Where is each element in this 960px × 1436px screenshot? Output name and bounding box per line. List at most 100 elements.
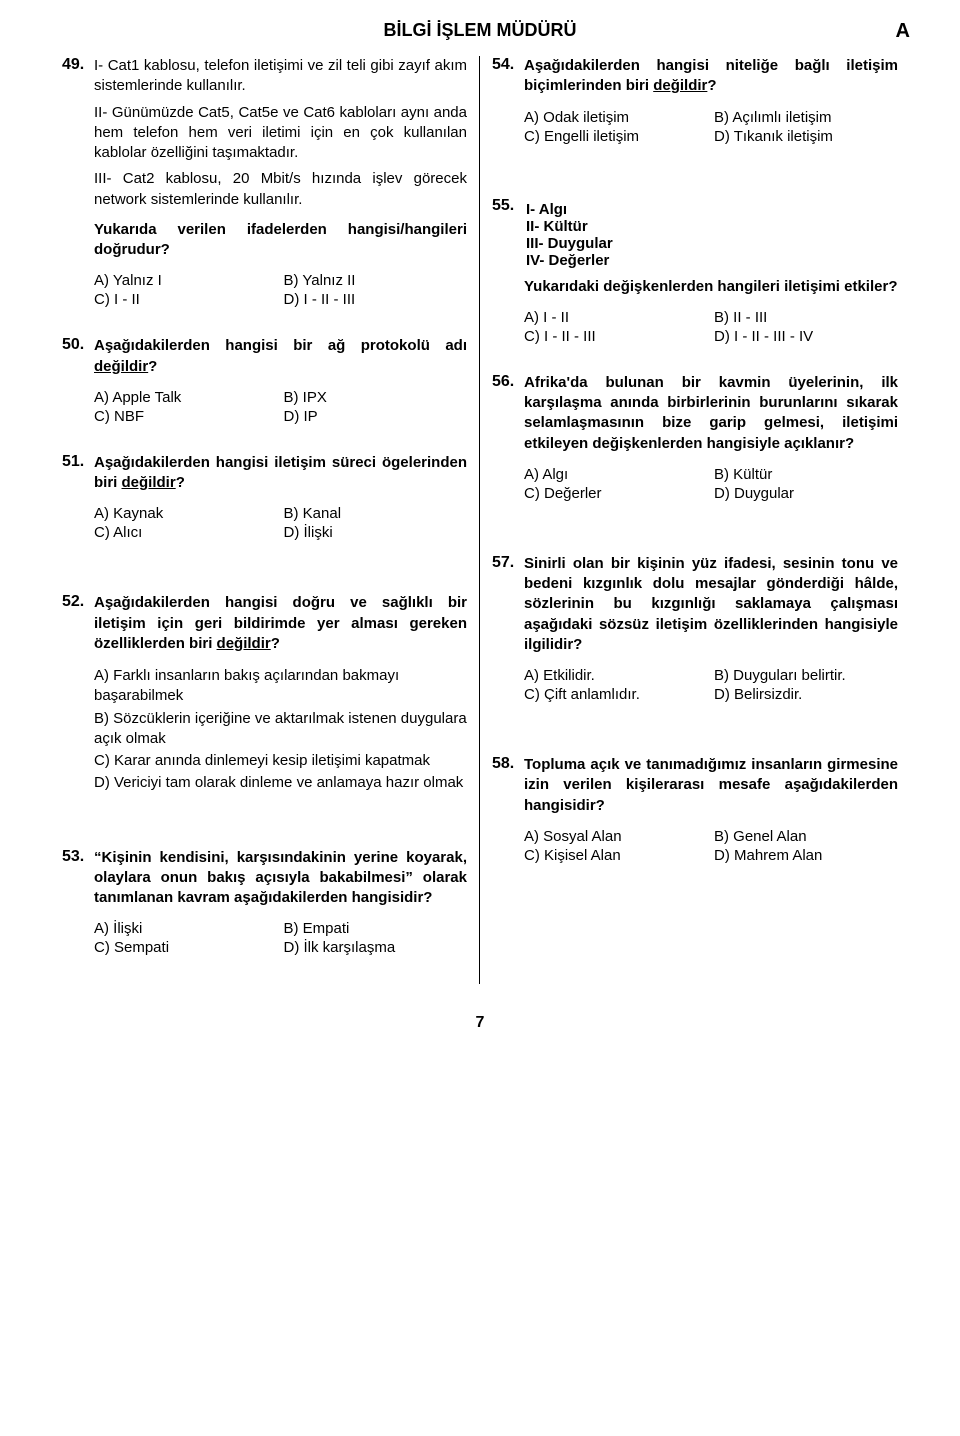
question-prompt: “Kişinin kendisini, karşısındakinin yeri… <box>94 848 467 909</box>
roman-4: IV- Değerler <box>526 252 898 269</box>
question-prompt: Yukarıdaki değişkenlerden hangileri ilet… <box>524 277 898 297</box>
option-b: B) Kültür <box>714 466 898 483</box>
option-b: B) IPX <box>284 389 468 406</box>
option-a: A) Apple Talk <box>94 389 278 406</box>
option-d: D) Tıkanık iletişim <box>714 128 898 145</box>
option-d: D) İlişki <box>284 524 468 541</box>
options: A) Kaynak B) Kanal C) Alıcı D) İlişki <box>94 505 467 541</box>
option-a: A) Yalnız I <box>94 272 278 289</box>
roman-1: I- Algı <box>526 201 898 218</box>
roman-2: II- Kültür <box>526 218 898 235</box>
question-50: 50. Aşağıdakilerden hangisi bir ağ proto… <box>62 336 467 425</box>
option-d: D) İlk karşılaşma <box>284 939 468 956</box>
question-number: 53. <box>62 848 94 957</box>
option-b: B) II - III <box>714 309 898 326</box>
roman-3: III- Duygular <box>526 235 898 252</box>
option-b: B) Sözcüklerin içeriğine ve aktarılmak i… <box>94 709 467 750</box>
page-number: 7 <box>50 1014 910 1032</box>
prompt-underlined: değildir <box>653 77 707 94</box>
question-number: 56. <box>492 373 524 502</box>
question-prompt: Afrika'da bulunan bir kavmin üyelerinin,… <box>524 373 898 454</box>
option-d: D) Mahrem Alan <box>714 847 898 864</box>
question-prompt: Aşağıdakilerden hangisi doğru ve sağlıkl… <box>94 593 467 654</box>
option-d: D) I - II - III <box>284 291 468 308</box>
question-prompt: Aşağıdakilerden hangisi iletişim süreci … <box>94 453 467 494</box>
question-number: 51. <box>62 453 94 542</box>
question-52: 52. Aşağıdakilerden hangisi doğru ve sağ… <box>62 593 467 795</box>
question-54: 54. Aşağıdakilerden hangisi niteliğe bağ… <box>492 56 898 145</box>
options: A) Farklı insanların bakış açılarından b… <box>94 666 467 794</box>
option-a: A) Etkilidir. <box>524 667 708 684</box>
prompt-post: ? <box>148 358 157 375</box>
option-c: C) I - II - III <box>524 328 708 345</box>
prompt-underlined: değildir <box>94 358 148 375</box>
prompt-post: ? <box>271 635 280 652</box>
right-column: 54. Aşağıdakilerden hangisi niteliğe bağ… <box>480 56 910 984</box>
question-prompt: Aşağıdakilerden hangisi niteliğe bağlı i… <box>524 56 898 97</box>
option-a: A) İlişki <box>94 920 278 937</box>
page-header: BİLGİ İŞLEM MÜDÜRÜ A <box>50 20 910 41</box>
question-51: 51. Aşağıdakilerden hangisi iletişim sür… <box>62 453 467 542</box>
option-c: C) NBF <box>94 408 278 425</box>
stem-1: I- Cat1 kablosu, telefon iletişimi ve zi… <box>94 56 467 97</box>
question-49: 49. I- Cat1 kablosu, telefon iletişimi v… <box>62 56 467 308</box>
options: A) Apple Talk B) IPX C) NBF D) IP <box>94 389 467 425</box>
prompt-post: ? <box>176 474 185 491</box>
question-number: 52. <box>62 593 94 795</box>
option-d: D) Duygular <box>714 485 898 502</box>
option-d: D) IP <box>284 408 468 425</box>
option-c: C) Engelli iletişim <box>524 128 708 145</box>
option-b: B) Empati <box>284 920 468 937</box>
question-55: 55. I- Algı II- Kültür III- Duygular IV-… <box>492 197 898 345</box>
left-column: 49. I- Cat1 kablosu, telefon iletişimi v… <box>50 56 480 984</box>
header-letter: A <box>896 20 910 43</box>
option-a: A) Farklı insanların bakış açılarından b… <box>94 666 467 707</box>
options: A) İlişki B) Empati C) Sempati D) İlk ka… <box>94 920 467 956</box>
option-d: D) I - II - III - IV <box>714 328 898 345</box>
question-number: 54. <box>492 56 524 145</box>
question-number: 57. <box>492 554 524 703</box>
question-56: 56. Afrika'da bulunan bir kavmin üyeleri… <box>492 373 898 502</box>
question-number: 55. <box>492 197 524 345</box>
option-a: A) Sosyal Alan <box>524 828 708 845</box>
question-prompt: Topluma açık ve tanımadığımız insanların… <box>524 755 898 816</box>
prompt-pre: Aşağıdakilerden hangisi bir ağ protokolü… <box>94 337 467 354</box>
option-c: C) Çift anlamlıdır. <box>524 686 708 703</box>
option-c: C) Kişisel Alan <box>524 847 708 864</box>
option-c: C) Karar anında dinlemeyi kesip iletişim… <box>94 751 467 771</box>
header-title: BİLGİ İŞLEM MÜDÜRÜ <box>50 20 910 41</box>
question-number: 58. <box>492 755 524 864</box>
question-number: 50. <box>62 336 94 425</box>
question-number: 49. <box>62 56 94 308</box>
option-c: C) I - II <box>94 291 278 308</box>
prompt-pre: Aşağıdakilerden hangisi doğru ve sağlıkl… <box>94 594 467 652</box>
option-c: C) Sempati <box>94 939 278 956</box>
option-b: B) Kanal <box>284 505 468 522</box>
question-57: 57. Sinirli olan bir kişinin yüz ifadesi… <box>492 554 898 703</box>
option-b: B) Duyguları belirtir. <box>714 667 898 684</box>
option-a: A) Kaynak <box>94 505 278 522</box>
option-d: D) Belirsizdir. <box>714 686 898 703</box>
prompt-post: ? <box>707 77 716 94</box>
question-prompt: Aşağıdakilerden hangisi bir ağ protokolü… <box>94 336 467 377</box>
option-b: B) Yalnız II <box>284 272 468 289</box>
stem-3: III- Cat2 kablosu, 20 Mbit/s hızında işl… <box>94 169 467 210</box>
prompt-underlined: değildir <box>122 474 176 491</box>
stem-2: II- Günümüzde Cat5, Cat5e ve Cat6 kablol… <box>94 103 467 164</box>
option-b: B) Genel Alan <box>714 828 898 845</box>
option-c: C) Değerler <box>524 485 708 502</box>
option-b: B) Açılımlı iletişim <box>714 109 898 126</box>
option-c: C) Alıcı <box>94 524 278 541</box>
two-column-layout: 49. I- Cat1 kablosu, telefon iletişimi v… <box>50 56 910 984</box>
question-58: 58. Topluma açık ve tanımadığımız insanl… <box>492 755 898 864</box>
options: A) I - II B) II - III C) I - II - III D)… <box>524 309 898 345</box>
options: A) Odak iletişim B) Açılımlı iletişim C)… <box>524 109 898 145</box>
options: A) Algı B) Kültür C) Değerler D) Duygula… <box>524 466 898 502</box>
options: A) Etkilidir. B) Duyguları belirtir. C) … <box>524 667 898 703</box>
option-a: A) Algı <box>524 466 708 483</box>
option-a: A) Odak iletişim <box>524 109 708 126</box>
question-prompt: Sinirli olan bir kişinin yüz ifadesi, se… <box>524 554 898 655</box>
roman-list: I- Algı II- Kültür III- Duygular IV- Değ… <box>526 201 898 269</box>
option-a: A) I - II <box>524 309 708 326</box>
option-d: D) Vericiyi tam olarak dinleme ve anlama… <box>94 773 467 793</box>
